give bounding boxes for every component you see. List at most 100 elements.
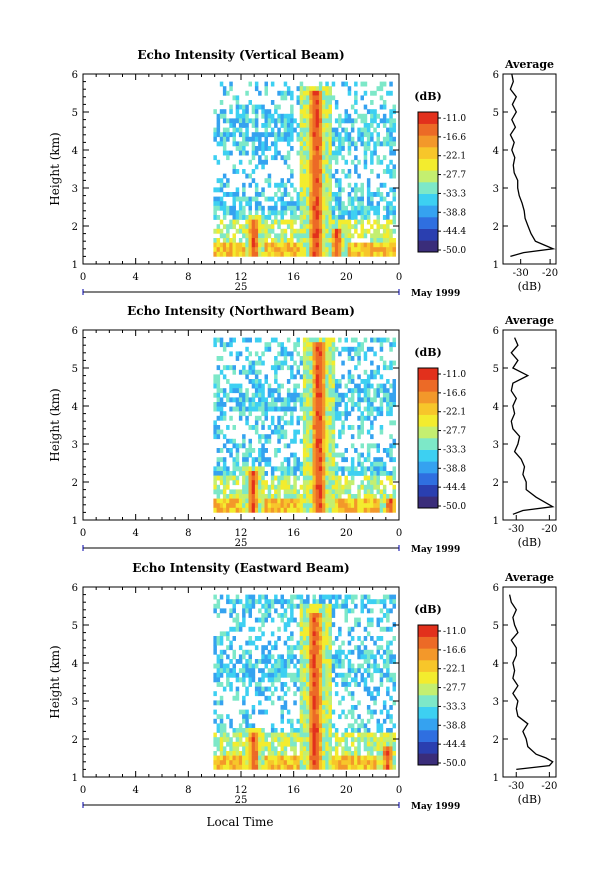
heatmap-cell (232, 201, 236, 207)
heatmap-cell (312, 732, 316, 738)
heatmap-cell (267, 425, 272, 430)
x-tick-label: 12 (235, 272, 248, 283)
heatmap-cell (306, 631, 310, 637)
heatmap-cell (379, 471, 384, 476)
heatmap-cell (274, 406, 278, 412)
heatmap-cell (322, 247, 326, 253)
heatmap-cell (299, 113, 304, 119)
heatmap-cell (261, 645, 265, 651)
heatmap-cell (325, 613, 329, 618)
heatmap-cell (366, 132, 371, 138)
heatmap-cell (302, 691, 307, 697)
heatmap-cell (344, 113, 348, 119)
heatmap-cell (386, 613, 390, 618)
heatmap-cell (347, 672, 352, 678)
heatmap-cell (341, 205, 345, 211)
heatmap-cell (258, 732, 262, 738)
heatmap-cell (318, 626, 323, 632)
heatmap-cell (251, 677, 256, 683)
average-y-tick-label: 4 (493, 146, 499, 157)
heatmap-cell (222, 210, 227, 216)
x-tick-label: 0 (396, 272, 402, 283)
heatmap-cell (312, 247, 316, 253)
heatmap-cell (290, 397, 294, 403)
heatmap-cell (299, 723, 304, 729)
heatmap-cell (222, 224, 227, 230)
heatmap-cell (350, 714, 355, 720)
heatmap-cell (219, 369, 224, 375)
heatmap-cell (264, 411, 268, 417)
heatmap-cell (325, 379, 329, 384)
heatmap-cell (389, 365, 393, 371)
heatmap-cell (306, 434, 310, 440)
heatmap-cell (392, 498, 396, 504)
heatmap-cell (325, 471, 329, 476)
heatmap-cell (261, 649, 265, 655)
heatmap-cell (331, 494, 336, 499)
heatmap-cell (219, 760, 224, 766)
heatmap-cell (318, 718, 323, 724)
heatmap-cell (328, 471, 332, 476)
heatmap-cell (344, 746, 348, 752)
heatmap-cell (277, 247, 281, 253)
heatmap-cell (226, 654, 230, 660)
heatmap-cell (309, 443, 313, 449)
heatmap-cell (267, 178, 272, 184)
colorbar-tick-label: -27.7 (443, 171, 466, 181)
heatmap-cell (373, 480, 377, 486)
average-y-tick-label: 1 (493, 260, 499, 271)
heatmap-cell (248, 247, 252, 253)
heatmap-cell (235, 475, 240, 481)
heatmap-cell (334, 346, 339, 352)
heatmap-cell (254, 233, 259, 239)
heatmap-cell (248, 438, 252, 444)
heatmap-cell (264, 764, 268, 770)
heatmap-cell (386, 494, 390, 499)
heatmap-cell (360, 411, 364, 417)
heatmap-cell (325, 90, 329, 96)
heatmap-cell (213, 507, 217, 513)
heatmap-cell (290, 737, 294, 743)
heatmap-cell (222, 668, 227, 674)
heatmap-cell (216, 484, 221, 490)
heatmap-cell (309, 210, 313, 216)
date-label: May 1999 (411, 545, 460, 555)
heatmap-cell (363, 132, 368, 138)
heatmap-cell (286, 238, 291, 243)
heatmap-cell (258, 192, 262, 197)
heatmap-cell (354, 448, 358, 453)
heatmap-cell (270, 617, 275, 623)
heatmap-cell (302, 434, 307, 440)
heatmap-cell (328, 104, 332, 110)
heatmap-cell (283, 691, 288, 697)
heatmap-cell (338, 760, 342, 766)
heatmap-cell (219, 654, 224, 660)
heatmap-cell (280, 155, 284, 161)
heatmap-cell (232, 728, 236, 733)
heatmap-cell (315, 132, 320, 138)
heatmap-cell (328, 599, 332, 605)
heatmap-cell (302, 613, 307, 618)
heatmap-cell (328, 682, 332, 687)
heatmap-cell (261, 452, 265, 458)
heatmap-cell (306, 649, 310, 655)
heatmap-cell (322, 654, 326, 660)
heatmap-cell (325, 691, 329, 697)
colorbar-tick-label: -44.4 (443, 483, 466, 493)
heatmap-cell (264, 737, 268, 743)
heatmap-cell (306, 448, 310, 453)
heatmap-cell (296, 489, 300, 495)
heatmap-cell (306, 369, 310, 375)
heatmap-cell (312, 645, 316, 651)
heatmap-cell (258, 438, 262, 444)
heatmap-cell (350, 608, 355, 614)
heatmap-cell (290, 603, 294, 609)
heatmap-cell (299, 228, 304, 234)
heatmap-cell (216, 498, 221, 504)
heatmap-cell (322, 118, 326, 124)
heatmap-cell (309, 164, 313, 170)
heatmap-cell (248, 205, 252, 211)
heatmap-cell (258, 224, 262, 230)
heatmap-cell (254, 205, 259, 211)
heatmap-cell (315, 503, 320, 509)
